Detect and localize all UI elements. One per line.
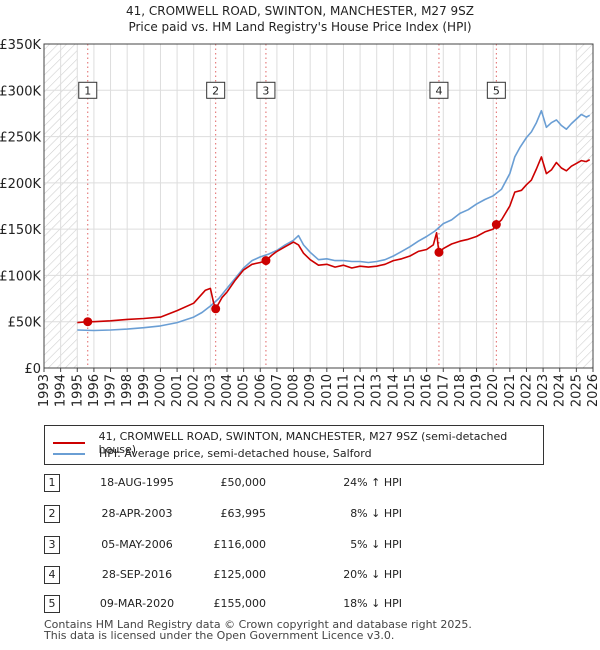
x-tick-label: 2022	[519, 374, 534, 407]
x-tick-label: 1999	[137, 374, 152, 407]
licence-notice: This data is licensed under the Open Gov…	[44, 629, 395, 642]
copyright-notice: Contains HM Land Registry data © Crown c…	[44, 618, 472, 631]
legend-swatch-property	[53, 442, 85, 444]
x-tick-label: 2005	[237, 374, 252, 407]
sale-date: 18-AUG-1995	[100, 476, 174, 489]
sale-number: 1	[44, 474, 60, 492]
sale-point	[261, 256, 271, 266]
y-tick-label: £300K	[0, 84, 41, 99]
sale-marker-label: 4	[435, 84, 442, 97]
sale-marker-label: 5	[493, 84, 500, 97]
sale-date: 28-APR-2003	[101, 507, 173, 520]
legend-item-hpi: HPI: Average price, semi-detached house,…	[53, 447, 372, 460]
x-tick-label: 2016	[420, 374, 435, 407]
x-tick-label: 2014	[386, 374, 401, 407]
x-tick-label: 2009	[303, 374, 318, 407]
x-tick-label: 2023	[536, 374, 551, 407]
sale-number: 5	[44, 595, 60, 613]
x-tick-label: 1994	[54, 374, 69, 407]
sale-number: 4	[44, 566, 60, 584]
x-tick-label: 2015	[403, 374, 418, 407]
sale-date: 09-MAR-2020	[99, 597, 175, 610]
x-tick-label: 1993	[37, 374, 52, 407]
y-tick-label: £200K	[0, 177, 41, 192]
sale-price: £50,000	[220, 476, 267, 489]
sale-number: 2	[44, 505, 60, 523]
legend-swatch-hpi	[53, 452, 85, 455]
x-tick-label: 1995	[70, 374, 85, 407]
sale-price: £125,000	[213, 568, 267, 581]
sale-price: £116,000	[213, 538, 267, 551]
y-tick-label: £100K	[0, 269, 41, 284]
sale-point	[211, 304, 221, 314]
x-tick-label: 2007	[270, 374, 285, 407]
x-tick-label: 2013	[370, 374, 385, 407]
sale-price: £63,995	[220, 507, 267, 520]
x-tick-label: 2000	[153, 374, 168, 407]
sale-date: 05-MAY-2006	[101, 538, 173, 551]
price-chart: 41, CROMWELL ROAD, SWINTON, MANCHESTER, …	[0, 4, 600, 407]
sale-price: £155,000	[213, 597, 267, 610]
x-tick-label: 2025	[569, 374, 584, 407]
plot-frame	[43, 43, 594, 369]
sale-hpi-diff: 20% ↓ HPI	[343, 568, 402, 581]
x-tick-label: 2006	[253, 374, 268, 407]
sale-number: 3	[44, 536, 60, 554]
sale-hpi-diff: 18% ↓ HPI	[343, 597, 402, 610]
x-tick-label: 2024	[553, 374, 568, 407]
legend-label-property: 41, CROMWELL ROAD, SWINTON, MANCHESTER, …	[98, 430, 508, 456]
sale-marker-label: 1	[84, 84, 91, 97]
x-tick-label: 1998	[120, 374, 135, 407]
sale-hpi-diff: 24% ↑ HPI	[343, 476, 402, 489]
chart-title: 41, CROMWELL ROAD, SWINTON, MANCHESTER, …	[126, 4, 474, 18]
x-tick-label: 2010	[320, 374, 335, 407]
x-tick-label: 2019	[470, 374, 485, 407]
y-tick-label: £0	[24, 362, 41, 377]
x-tick-label: 2017	[436, 374, 451, 407]
sale-point	[491, 220, 501, 230]
x-tick-label: 1996	[87, 374, 102, 407]
sale-marker-label: 3	[262, 84, 269, 97]
chart-legend: 41, CROMWELL ROAD, SWINTON, MANCHESTER, …	[44, 425, 544, 465]
sale-point	[434, 247, 444, 257]
x-tick-label: 2020	[486, 374, 501, 407]
x-tick-label: 2012	[353, 374, 368, 407]
x-tick-label: 2026	[586, 374, 600, 407]
sale-marker-box	[78, 81, 98, 99]
sale-point	[83, 317, 93, 327]
sale-hpi-diff: 8% ↓ HPI	[350, 507, 402, 520]
sale-date: 28-SEP-2016	[101, 568, 173, 581]
y-tick-label: £350K	[0, 38, 41, 53]
x-tick-label: 1997	[104, 374, 119, 407]
x-tick-label: 2002	[187, 374, 202, 407]
y-tick-label: £250K	[0, 131, 41, 146]
x-tick-label: 2001	[170, 374, 185, 407]
legend-item-property: 41, CROMWELL ROAD, SWINTON, MANCHESTER, …	[53, 430, 543, 456]
hatched-region-after	[576, 44, 593, 368]
x-tick-label: 2003	[203, 374, 218, 407]
sale-hpi-diff: 5% ↓ HPI	[350, 538, 402, 551]
series-line-hpi	[77, 109, 591, 332]
sale-marker-label: 2	[212, 84, 219, 97]
x-tick-label: 2021	[503, 374, 518, 407]
x-tick-label: 2008	[287, 374, 302, 407]
y-tick-label: £50K	[8, 316, 42, 331]
sale-marker-box	[206, 81, 226, 99]
x-tick-label: 2011	[336, 374, 351, 407]
series-group	[77, 109, 591, 332]
legend-label-hpi: HPI: Average price, semi-detached house,…	[99, 447, 372, 460]
y-tick-label: £150K	[0, 223, 41, 238]
chart-subtitle: Price paid vs. HM Land Registry's House …	[128, 20, 471, 34]
sale-marker-box	[256, 81, 276, 99]
sale-marker-box	[486, 81, 506, 99]
x-tick-label: 2018	[453, 374, 468, 407]
footer: Contains HM Land Registry data © Crown c…	[44, 619, 472, 641]
x-tick-label: 2004	[220, 374, 235, 407]
sale-marker-box	[429, 81, 449, 99]
